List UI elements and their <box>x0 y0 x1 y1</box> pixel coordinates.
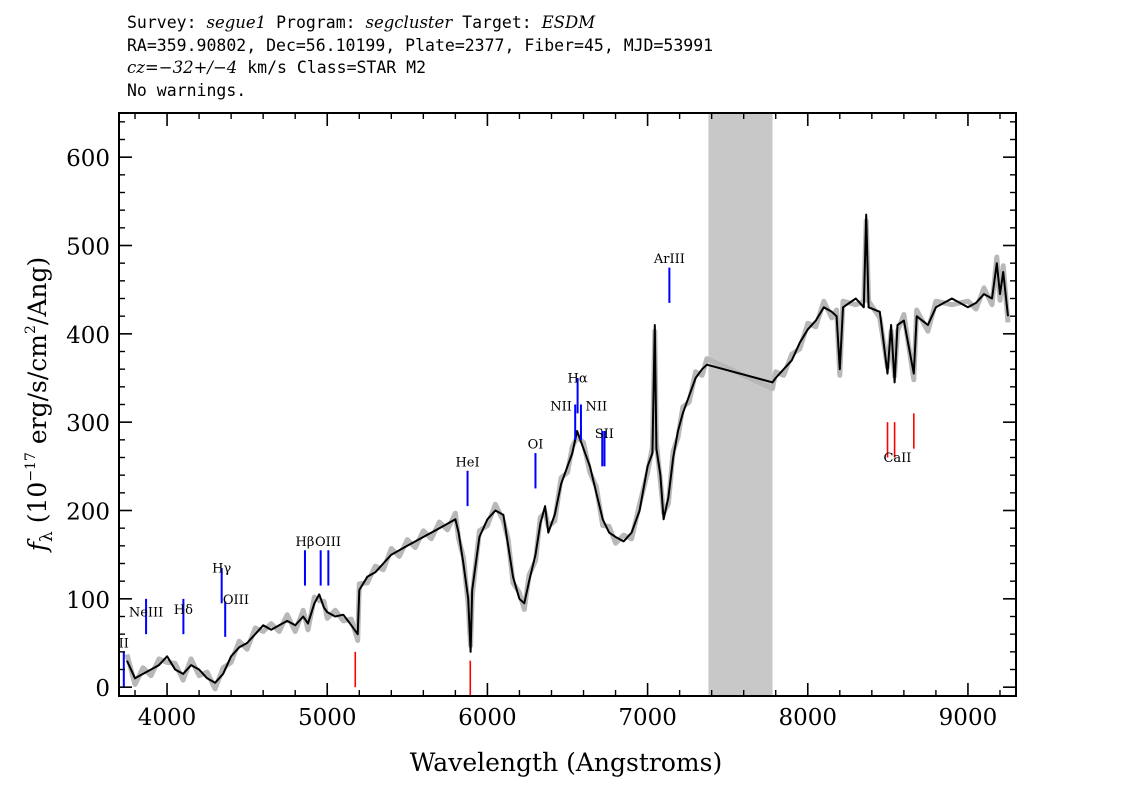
emission-line-label: II <box>119 636 129 651</box>
target-value: ESDM <box>541 13 596 32</box>
emission-line-label: NII <box>586 400 608 415</box>
absorption-line-label: CaII <box>883 451 911 466</box>
emission-line-label: NeIII <box>129 606 163 621</box>
emission-line-label: OI <box>528 438 544 453</box>
header-line-survey: Survey: segue1 Program: segcluster Targe… <box>127 13 596 32</box>
x-tick-label: 4000 <box>138 705 197 731</box>
x-tick-label: 9000 <box>939 705 998 731</box>
masked-region <box>708 113 773 696</box>
emission-line-label: Hβ <box>296 535 315 550</box>
series-line-flux <box>126 213 1009 684</box>
header-line-coords: RA=359.90802, Dec=56.10199, Plate=2377, … <box>127 35 714 55</box>
x-tick-label: 6000 <box>458 705 517 731</box>
emission-line-label: Hγ <box>212 561 231 576</box>
emission-line-label: Hδ <box>174 603 193 618</box>
emission-line-label: OIII <box>315 535 341 550</box>
spectrum-header: Survey: segue1 Program: segcluster Targe… <box>127 12 713 102</box>
y-tick-label: 500 <box>66 235 110 261</box>
cz-value: cz=−32+/−4 <box>127 58 238 77</box>
y-tick-label: 100 <box>66 588 110 614</box>
y-tick-label: 0 <box>95 676 110 702</box>
y-tick-label: 600 <box>66 146 110 172</box>
emission-line-label: ArIII <box>653 252 685 267</box>
program-value: segcluster <box>365 13 453 32</box>
y-axis-label: fλ (10−17 erg/s/cm2/Ang) <box>23 257 57 553</box>
x-tick-label: 8000 <box>778 705 837 731</box>
survey-value: segue1 <box>206 13 267 32</box>
header-line-warnings: No warnings. <box>127 80 247 100</box>
y-tick-label: 300 <box>66 411 110 437</box>
emission-line-label: Hα <box>568 371 588 386</box>
x-tick-label: 5000 <box>298 705 357 731</box>
emission-line-label: OIII <box>223 593 249 608</box>
flux-error-band <box>124 218 1011 692</box>
x-axis-label: Wavelength (Angstroms) <box>410 748 722 777</box>
y-tick-label: 400 <box>66 323 110 349</box>
emission-line-label: HeI <box>455 455 479 470</box>
emission-line-label: SII <box>595 427 614 442</box>
y-tick-label: 200 <box>66 500 110 526</box>
x-tick-label: 7000 <box>618 705 677 731</box>
emission-line-label: NII <box>550 400 572 415</box>
header-line-redshift: cz=−32+/−4 km/s Class=STAR M2 <box>127 58 427 77</box>
